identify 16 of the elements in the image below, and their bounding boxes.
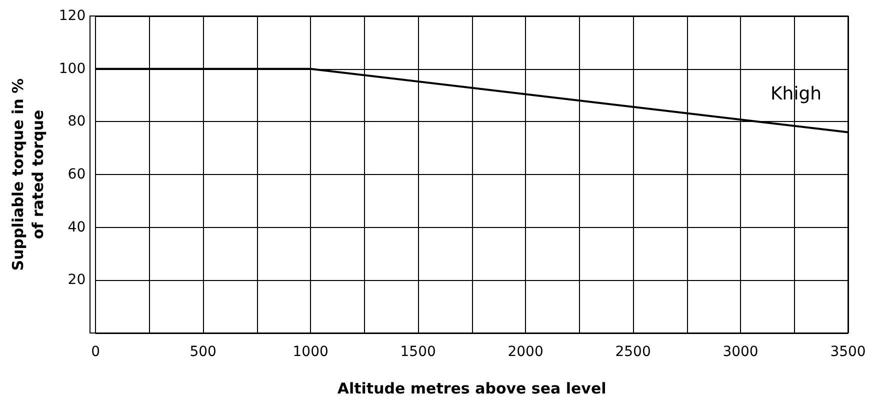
x-tick-label: 1000 [292,344,328,360]
y-tick-label: 60 [68,166,86,182]
x-axis-title: Altitude metres above sea level [337,380,606,398]
y-axis-title: Suppliable torque in % of rated torque [9,78,47,271]
x-tick-label: 500 [190,344,216,360]
x-tick-label: 2500 [615,344,651,360]
y-tick-label: 40 [68,219,86,236]
x-tick-label: 2000 [508,344,544,360]
y-tick-label: 100 [58,60,86,77]
x-tick-label: 1500 [400,344,436,360]
x-tick-label: 3500 [830,344,866,360]
y-tick-label: 80 [68,114,86,130]
y-tick-label: 20 [68,272,86,288]
x-tick-label: 3000 [722,344,758,360]
x-tick-label: 0 [91,344,100,360]
y-tick-label: 120 [58,8,86,24]
